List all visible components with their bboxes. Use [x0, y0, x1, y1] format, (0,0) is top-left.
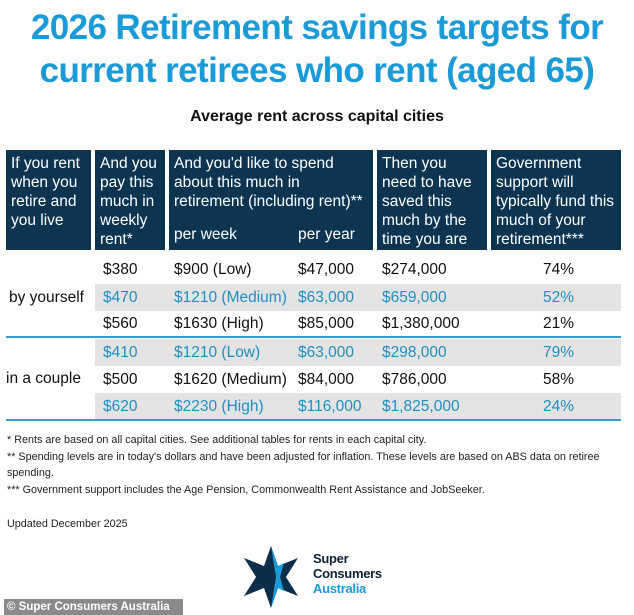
cell-gov-support: 79%	[543, 344, 575, 361]
cell-saved: $1,825,000	[382, 398, 460, 415]
cell-gov-support: 52%	[543, 289, 575, 306]
logo-line-consumers: Consumers	[313, 566, 382, 581]
cell-saved: $786,000	[382, 371, 447, 388]
cell-per-week: $1630 (High)	[174, 315, 264, 332]
cell-per-year: $116,000	[298, 398, 362, 415]
cell-rent: $500	[103, 371, 138, 388]
table-row: $500 $1620 (Medium) $84,000 $786,000 58%	[95, 366, 621, 393]
title-line-1: 2026 Retirement savings targets for	[30, 8, 604, 47]
table-row: $560 $1630 (High) $85,000 $1,380,000 21%	[95, 310, 621, 337]
footnote-3: *** Government support includes the Age …	[7, 483, 485, 496]
cell-saved: $298,000	[382, 344, 447, 361]
header-per-year: per year	[298, 226, 355, 243]
cell-per-week: $1620 (Medium)	[174, 371, 287, 388]
cell-saved: $274,000	[382, 261, 447, 278]
super-consumers-logo: Super Consumers Australia	[240, 544, 400, 610]
cell-saved: $1,380,000	[382, 315, 460, 332]
updated-date: Updated December 2025	[7, 518, 128, 530]
logo-wordmark: Super Consumers Australia	[313, 551, 382, 596]
footnote-1: * Rents are based on all capital cities.…	[7, 434, 427, 446]
cell-rent: $470	[103, 289, 138, 306]
page-title: 2026 Retirement savings targets for curr…	[0, 6, 634, 92]
header-government-support-label: Government support will typically fund t…	[496, 155, 615, 248]
cell-per-week: $900 (Low)	[174, 261, 252, 278]
cell-rent: $380	[103, 261, 138, 278]
group-label-in-a-couple: in a couple	[6, 370, 81, 387]
header-living-situation: If you rent when you retire and you live	[6, 150, 91, 250]
header-spending-label: And you'd like to spend about this much …	[174, 155, 363, 210]
cell-per-year: $47,000	[298, 261, 355, 278]
cell-per-year: $84,000	[298, 371, 355, 388]
header-savings-needed: Then you need to have saved this much by…	[377, 150, 487, 267]
header-per-week: per week	[174, 226, 237, 243]
group-separator	[6, 336, 621, 338]
table-row: $620 $2230 (High) $116,000 $1,825,000 24…	[95, 393, 621, 420]
table-subtitle: Average rent across capital cities	[190, 108, 444, 125]
header-savings-needed-label: Then you need to have saved this much by…	[382, 155, 472, 267]
copyright-watermark: © Super Consumers Australia	[4, 599, 183, 615]
table-row: $410 $1210 (Low) $63,000 $298,000 79%	[95, 339, 621, 366]
cell-per-week: $1210 (Low)	[174, 344, 261, 361]
star-logo-icon	[244, 546, 298, 608]
header-living-situation-label: If you rent when you retire and you live	[11, 155, 80, 229]
header-weekly-rent-label: And you pay this much in weekly rent*	[100, 155, 157, 248]
table-row: $380 $900 (Low) $47,000 $274,000 74%	[95, 256, 621, 283]
cell-per-year: $63,000	[298, 344, 355, 361]
header-spending: And you'd like to spend about this much …	[169, 150, 373, 250]
logo-line-super: Super	[313, 551, 349, 566]
header-weekly-rent: And you pay this much in weekly rent*	[95, 150, 165, 250]
table-bottom-border	[6, 419, 621, 421]
cell-rent: $410	[103, 344, 138, 361]
cell-per-week: $1210 (Medium)	[174, 289, 287, 306]
cell-gov-support: 74%	[543, 261, 575, 278]
logo-line-australia: Australia	[313, 581, 366, 596]
cell-per-year: $85,000	[298, 315, 355, 332]
group-label-by-yourself: by yourself	[9, 289, 84, 306]
footnote-2: ** Spending levels are in today's dollar…	[7, 450, 600, 480]
cell-rent: $560	[103, 315, 138, 332]
cell-rent: $620	[103, 398, 138, 415]
cell-gov-support: 21%	[543, 315, 575, 332]
footnotes: * Rents are based on all capital cities.…	[7, 432, 627, 498]
title-line-2: current retirees who rent (aged 65)	[39, 51, 595, 90]
table-row: $470 $1210 (Medium) $63,000 $659,000 52%	[95, 284, 621, 311]
cell-gov-support: 58%	[543, 371, 575, 388]
cell-gov-support: 24%	[543, 398, 575, 415]
cell-saved: $659,000	[382, 289, 447, 306]
cell-per-week: $2230 (High)	[174, 398, 264, 415]
cell-per-year: $63,000	[298, 289, 355, 306]
header-government-support: Government support will typically fund t…	[491, 150, 621, 250]
